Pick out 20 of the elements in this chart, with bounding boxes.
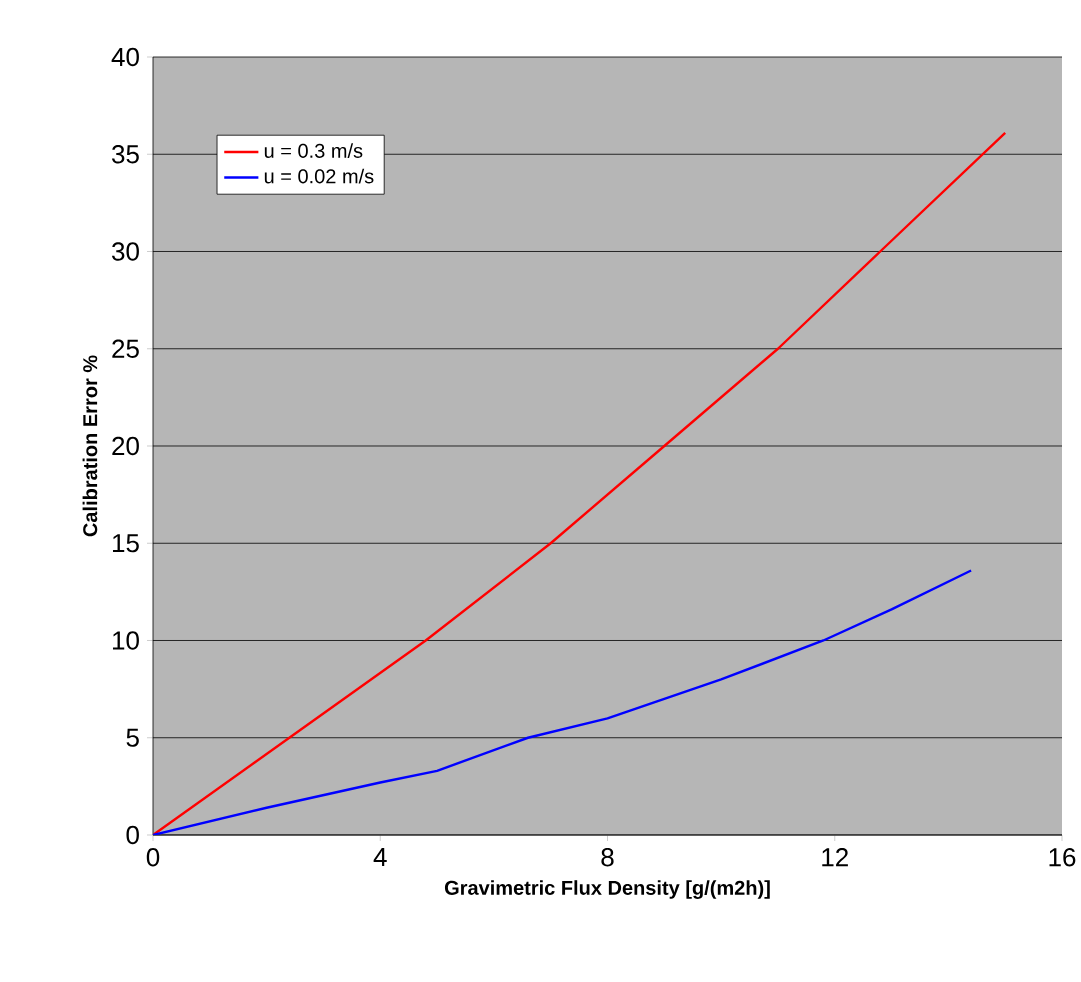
y-axis-title: Calibration Error % <box>82 355 98 537</box>
line-series <box>153 569 973 835</box>
x-tick-label: 0 <box>146 848 160 867</box>
y-tick-label: 40 <box>111 47 139 67</box>
x-tick-label: 8 <box>601 848 614 867</box>
y-tick-label: 15 <box>113 534 139 553</box>
legend-label: u = 0.3 m/s <box>264 143 363 158</box>
x-tick-label: 4 <box>373 848 387 866</box>
y-tick-label: 30 <box>112 242 139 261</box>
y-tick-label: 10 <box>113 631 139 650</box>
x-tick-label: 16 <box>1049 848 1076 867</box>
y-tick-label: 25 <box>112 339 139 358</box>
line-series <box>153 131 1007 835</box>
legend-label: u = 0.02 m/s <box>264 168 374 184</box>
x-tick-label: 12 <box>822 848 848 867</box>
y-tick-label: 20 <box>112 436 139 456</box>
x-axis-title: Gravimetric Flux Density [g/(m2h)] <box>444 880 770 899</box>
y-tick-label: 35 <box>112 145 139 164</box>
y-tick-label: 5 <box>126 728 139 747</box>
y-tick-label: 0 <box>126 825 139 845</box>
